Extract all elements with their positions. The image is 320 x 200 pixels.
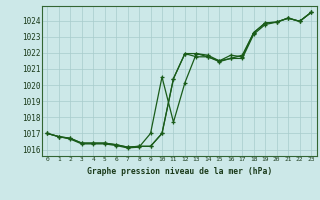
X-axis label: Graphe pression niveau de la mer (hPa): Graphe pression niveau de la mer (hPa)	[87, 167, 272, 176]
